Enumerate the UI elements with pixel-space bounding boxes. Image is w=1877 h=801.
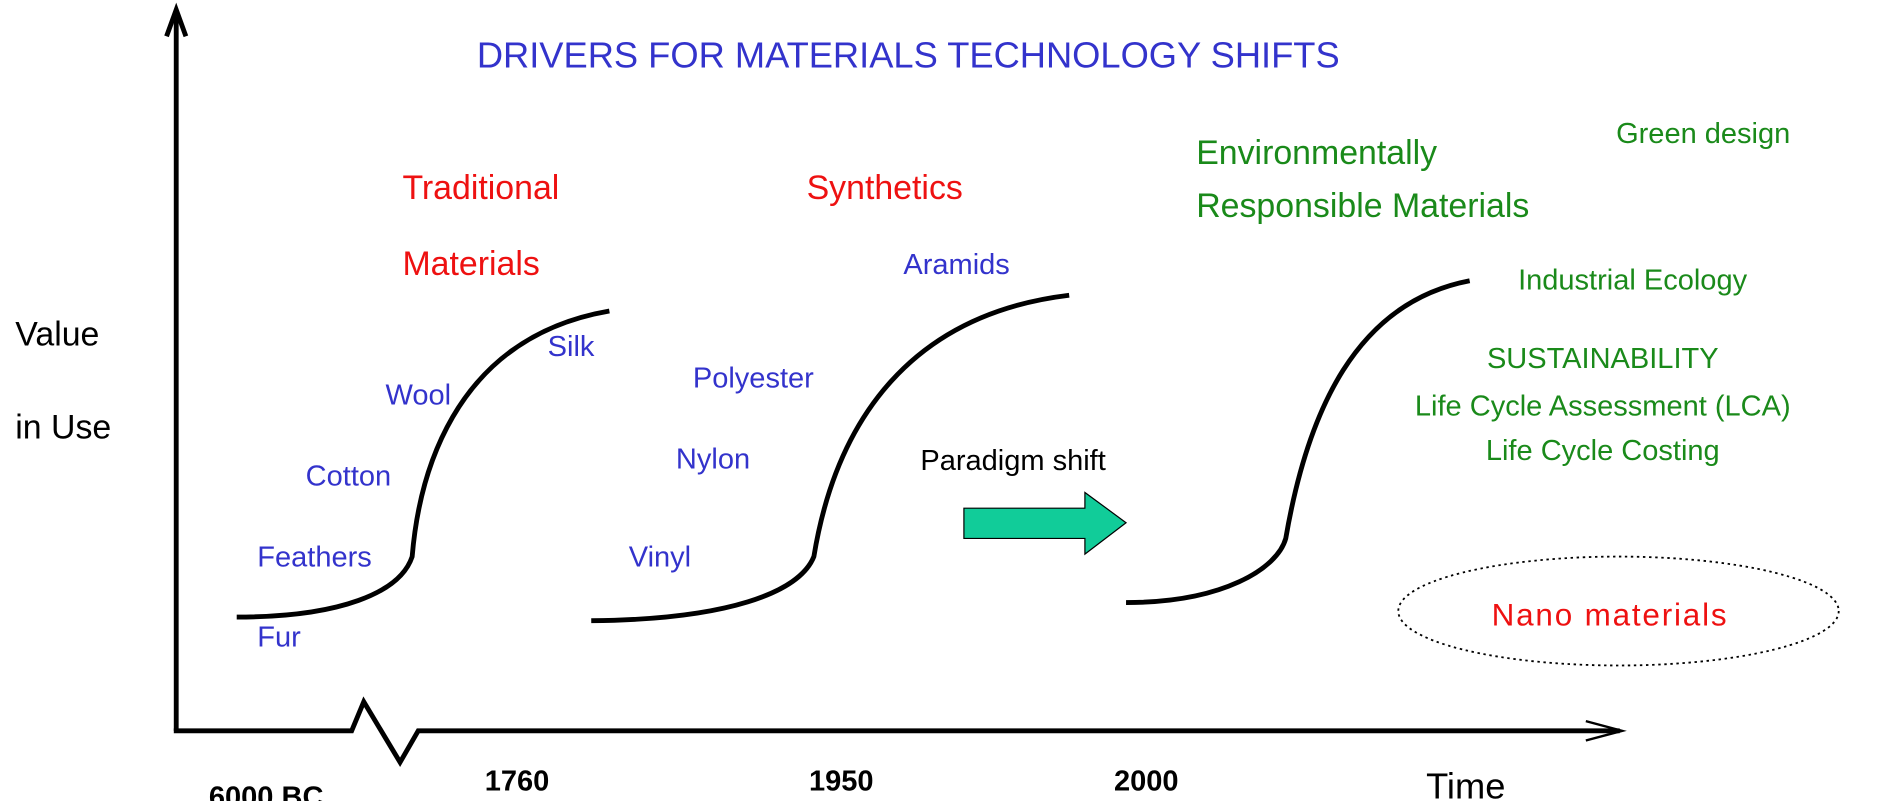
era-heading: Environmentally bbox=[1196, 134, 1437, 172]
y-arrow bbox=[164, 2, 189, 38]
x-arrow bbox=[1585, 719, 1627, 742]
paradigm-shift: Paradigm shift bbox=[920, 445, 1105, 477]
axes bbox=[164, 2, 1627, 768]
material: Cotton bbox=[306, 461, 392, 493]
concept: Green design bbox=[1616, 118, 1790, 150]
s-curve bbox=[236, 308, 610, 620]
shift-arrow bbox=[963, 491, 1128, 556]
curves bbox=[236, 278, 1471, 624]
material: Wool bbox=[386, 380, 452, 412]
x-tick-label: 2000 bbox=[1114, 766, 1179, 798]
x-tick-label: 6000 BC bbox=[209, 781, 324, 801]
concept: Life Cycle Costing bbox=[1486, 435, 1720, 467]
concept: SUSTAINABILITY bbox=[1487, 343, 1719, 375]
material: Feathers bbox=[257, 542, 372, 574]
x-axis-label: Time bbox=[1426, 765, 1505, 801]
y-axis-label: in Use bbox=[15, 408, 111, 446]
era-heading: Materials bbox=[402, 245, 539, 283]
x-axis bbox=[173, 696, 1620, 768]
material: Vinyl bbox=[629, 542, 691, 574]
x-tick-label: 1760 bbox=[485, 766, 550, 798]
material: Polyester bbox=[693, 363, 814, 395]
title: DRIVERS FOR MATERIALS TECHNOLOGY SHIFTS bbox=[477, 35, 1340, 76]
era-heading: Synthetics bbox=[807, 169, 963, 207]
x-tick-label: 1950 bbox=[809, 766, 874, 798]
era-heading: Traditional bbox=[402, 169, 559, 207]
nano-label: Nano materials bbox=[1492, 597, 1729, 632]
era-heading: Responsible Materials bbox=[1196, 187, 1529, 225]
concept: Life Cycle Assessment (LCA) bbox=[1415, 390, 1791, 422]
material: Aramids bbox=[903, 249, 1009, 281]
nano-ellipse bbox=[1397, 555, 1840, 667]
y-axis-label: Value bbox=[15, 315, 99, 353]
s-curve bbox=[591, 292, 1070, 624]
material: Nylon bbox=[676, 444, 750, 476]
material: Fur bbox=[257, 622, 301, 654]
s-curve bbox=[1126, 278, 1471, 605]
concept: Industrial Ecology bbox=[1518, 265, 1748, 297]
material: Silk bbox=[548, 331, 595, 363]
